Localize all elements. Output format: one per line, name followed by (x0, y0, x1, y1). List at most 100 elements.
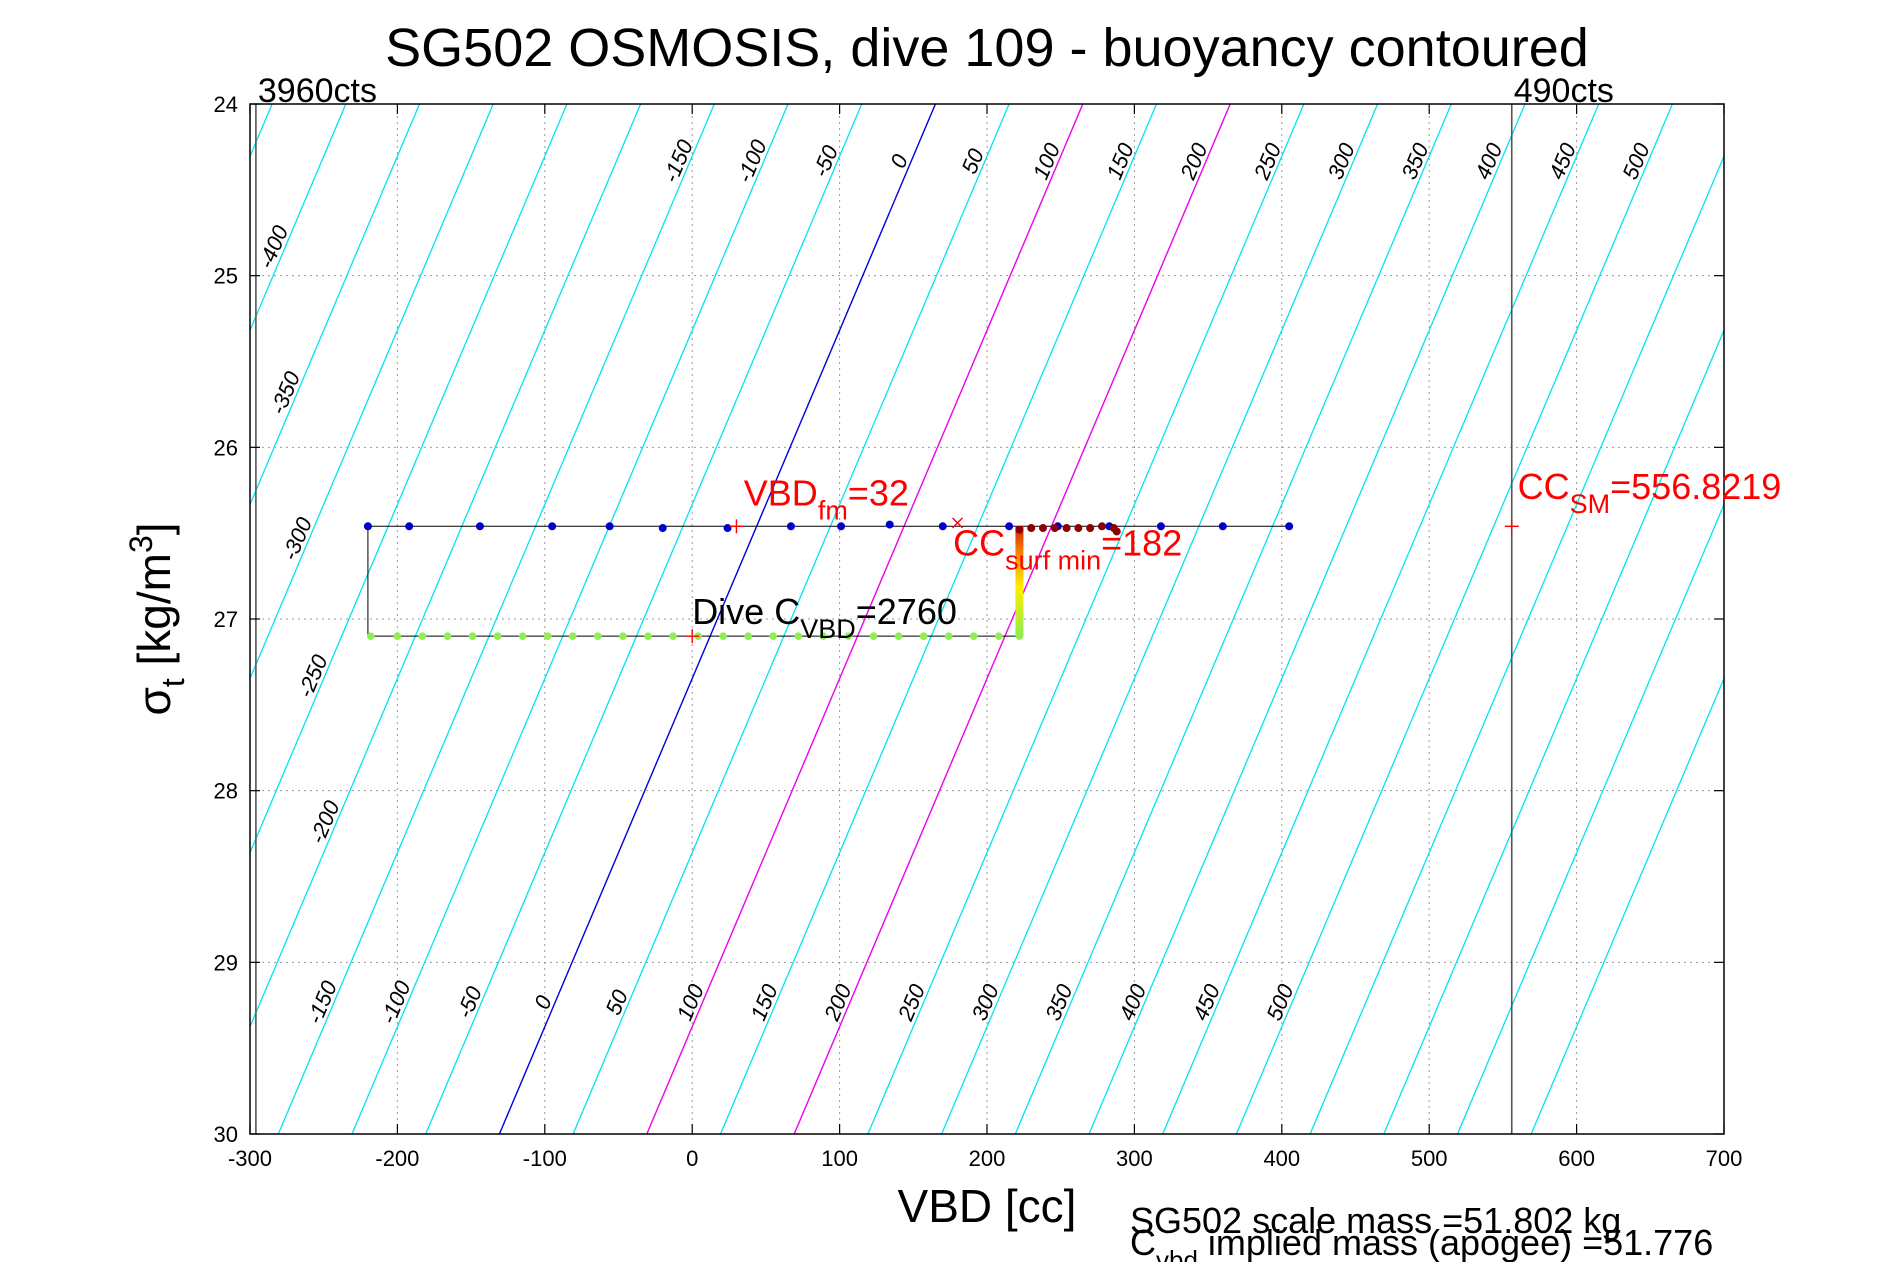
y-axis-label-unit-close: ] (128, 522, 180, 535)
contour-line (351, 104, 789, 1134)
x-axis-ticks: -300 -200 -100 0 100 200 300 400 500 600 700 (228, 104, 1742, 1171)
contour-line (1383, 328, 1724, 1134)
data-points (363, 520, 1294, 640)
data-point-dive (885, 520, 894, 529)
contour-line (572, 104, 1010, 1134)
data-point-climb-surface (1074, 524, 1083, 533)
data-point-dive (605, 522, 614, 531)
data-point-climb-deep (919, 632, 928, 640)
contour-line (646, 104, 1084, 1134)
contour-line (941, 104, 1379, 1134)
annotation-value: =32 (848, 473, 909, 514)
data-point-climb-surface (1039, 524, 1048, 533)
data-point-climb-deep (994, 632, 1003, 640)
data-point-dive (938, 522, 947, 531)
reference-markers (685, 517, 1519, 644)
x-tick-label: -100 (523, 1146, 567, 1171)
data-point-dive (548, 522, 557, 531)
y-axis-label: σt [kg/m3] (123, 522, 191, 715)
contour-line (277, 104, 715, 1134)
data-point-climb-deep (1015, 632, 1024, 640)
footer-implied-mass-post: implied mass (apogee) =51.776 (1198, 1222, 1713, 1262)
annotation-value: =182 (1101, 522, 1182, 563)
contour-line (250, 104, 642, 1029)
contour-line (793, 104, 1231, 1134)
data-point-climb-surface (1050, 524, 1059, 533)
y-tick-label: 29 (214, 950, 238, 975)
data-point-climb-deep (719, 632, 727, 640)
plot-area (250, 104, 1724, 1134)
data-point-climb-deep (543, 632, 552, 640)
contour-line (250, 104, 421, 507)
y-tick-label: 30 (214, 1122, 238, 1147)
contour-line (250, 104, 347, 333)
data-point-climb-deep (819, 632, 828, 640)
x-tick-label: 500 (1411, 1146, 1448, 1171)
data-point-climb-deep (644, 632, 652, 640)
contour-line (719, 104, 1158, 1134)
data-point-climb-surface (1015, 525, 1024, 534)
data-point-climb-deep (894, 632, 903, 640)
y-axis-label-superscript: 3 (123, 535, 159, 553)
data-point-climb-deep (493, 632, 502, 640)
y-tick-label: 28 (214, 779, 238, 804)
data-point-climb-deep (769, 632, 778, 640)
data-point-dive (405, 522, 414, 531)
annotation-value: =2760 (856, 591, 957, 632)
annotation-subscript: SM (1570, 489, 1611, 519)
x-marker (952, 517, 964, 529)
data-point-dive (1005, 522, 1014, 531)
data-point-climb-surface (1062, 524, 1071, 533)
annotation-main: CC (953, 522, 1005, 563)
data-point-climb-deep (969, 632, 978, 640)
contour-lines (250, 104, 1724, 1134)
annotation-subscript: fm (818, 496, 848, 526)
grid-lines (250, 104, 1724, 1134)
y-tick-label: 26 (214, 435, 238, 460)
annotation-main: Dive C (692, 591, 800, 632)
data-point-dive (837, 522, 846, 531)
x-axis-label: VBD [cc] (898, 1180, 1077, 1232)
footer-scale-mass: SG502 scale mass =51.802 kg (1130, 1200, 1621, 1241)
ascent-segment (1015, 526, 1024, 637)
data-point-dive (786, 522, 795, 531)
data-point-dive (1218, 522, 1227, 531)
contour-line (1162, 104, 1600, 1134)
contour-line (425, 104, 863, 1134)
data-point-climb-deep (418, 632, 427, 640)
contour-line (1014, 104, 1452, 1134)
annotation-1: CCsurf min=182 (953, 522, 1182, 575)
data-point-dive (658, 524, 667, 533)
contour-line (1235, 104, 1674, 1134)
data-point-climb-deep (569, 632, 577, 640)
x-tick-label: -200 (375, 1146, 419, 1171)
data-point-dive (475, 522, 484, 531)
data-point-climb-surface (1027, 524, 1036, 533)
x-tick-label: 600 (1558, 1146, 1595, 1171)
annotation-subscript: VBD (800, 614, 856, 644)
footer-implied-mass-sub: vbd (1156, 1245, 1198, 1262)
data-point-dive (723, 524, 732, 533)
data-point-dive (1285, 522, 1294, 531)
annotation-subscript: surf min (1005, 545, 1101, 575)
annotation-main: CC (1518, 466, 1570, 507)
data-point-climb-deep (844, 632, 853, 640)
data-point-climb-deep (869, 632, 878, 640)
contour-line (1088, 104, 1526, 1134)
x-tick-label: 400 (1263, 1146, 1300, 1171)
data-point-climb-deep (669, 632, 677, 640)
data-point-dive (1156, 522, 1165, 531)
y-axis-ticks: 24 25 26 27 28 29 30 (214, 92, 1724, 1147)
footer-implied-mass-pre: C (1130, 1222, 1156, 1262)
y-tick-label: 27 (214, 607, 238, 632)
data-point-climb-deep (619, 632, 627, 640)
data-point-climb-deep (944, 632, 953, 640)
contour-line (498, 104, 937, 1134)
x-tick-label: 0 (686, 1146, 698, 1171)
contour-line (250, 104, 494, 681)
chart-title: SG502 OSMOSIS, dive 109 - buoyancy conto… (385, 18, 1589, 78)
data-point-climb-deep (393, 632, 402, 640)
contour-line (1456, 502, 1724, 1134)
dive-path (364, 525, 1290, 637)
